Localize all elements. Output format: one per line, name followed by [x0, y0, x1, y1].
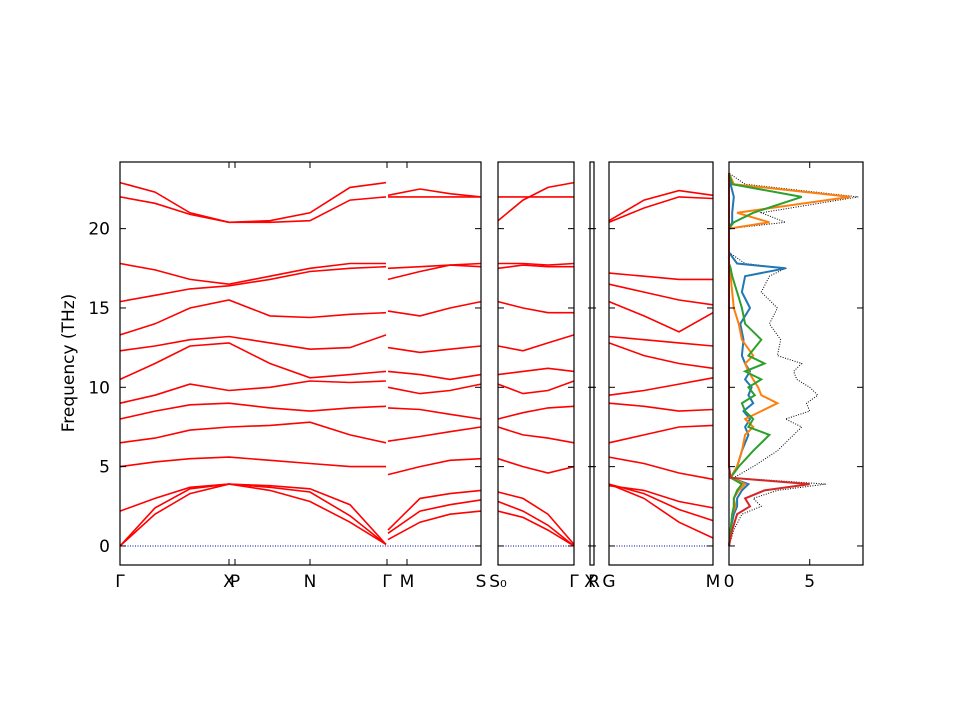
x-tick-label: 0: [724, 572, 735, 592]
band-line: [497, 334, 575, 352]
band-line: [497, 426, 575, 444]
y-tick-label: 20: [88, 220, 110, 240]
y-axis-label: Frequency (THz): [59, 294, 79, 433]
axes-frame: [589, 161, 595, 566]
band-line: [608, 300, 714, 333]
band-line: [608, 196, 714, 224]
y-tick-label: 0: [99, 537, 110, 557]
x-tick-label: G: [602, 572, 615, 592]
band-line: [119, 262, 482, 286]
band-line: [498, 262, 575, 266]
x-tick-label: S: [476, 572, 487, 592]
x-tick-label: R: [588, 572, 600, 592]
x-tick-label: Γ: [569, 572, 579, 592]
x-tick-label: M: [706, 572, 721, 592]
x-tick-label: 5: [804, 572, 815, 592]
x-tick-label: P: [230, 572, 240, 592]
band-line: [497, 405, 575, 420]
y-tick-label: 15: [88, 299, 110, 319]
band-line: [497, 500, 575, 547]
band-line: [119, 299, 482, 336]
band-line: [119, 342, 482, 381]
x-tick-label: S₀: [489, 572, 507, 592]
band-line: [119, 334, 482, 354]
band-line: [608, 402, 714, 412]
band-line: [119, 196, 481, 224]
band-line: [119, 380, 482, 404]
axes-frame: [608, 161, 714, 566]
band-line: [119, 421, 482, 444]
band-line: [497, 457, 575, 474]
band-line: [497, 181, 575, 222]
band-line: [608, 342, 714, 370]
x-tick-label: X: [223, 572, 235, 592]
axes-frame: [728, 161, 864, 566]
band-line: [608, 484, 714, 509]
band-line: [608, 456, 714, 481]
y-tick-label: 10: [88, 378, 110, 398]
y-tick-label: 5: [99, 458, 110, 478]
x-tick-label: Γ: [115, 572, 125, 592]
band-line: [497, 264, 574, 270]
band-line: [608, 483, 714, 539]
band-line: [608, 283, 714, 306]
band-line: [608, 483, 714, 522]
axes-frame: [119, 161, 482, 566]
band-line: [119, 181, 482, 224]
band-line: [497, 491, 575, 545]
x-tick-label: M: [400, 572, 415, 592]
x-tick-label: N: [304, 572, 317, 592]
band-line: [608, 377, 714, 396]
band-line: [119, 456, 482, 476]
band-line: [608, 272, 713, 281]
band-line: [119, 402, 482, 420]
band-line: [119, 483, 482, 547]
axes-frame: [497, 161, 575, 566]
band-line: [119, 483, 482, 547]
band-line: [119, 483, 482, 545]
band-line: [608, 189, 714, 222]
x-tick-label: X: [584, 572, 596, 592]
band-line: [119, 264, 482, 303]
x-tick-label: Γ: [382, 572, 392, 592]
dos-line: [728, 172, 851, 547]
band-line: [608, 335, 714, 347]
band-line: [608, 424, 714, 444]
band-line: [497, 367, 575, 376]
band-line: [497, 510, 575, 547]
band-line: [497, 300, 574, 314]
band-line: [497, 380, 575, 395]
